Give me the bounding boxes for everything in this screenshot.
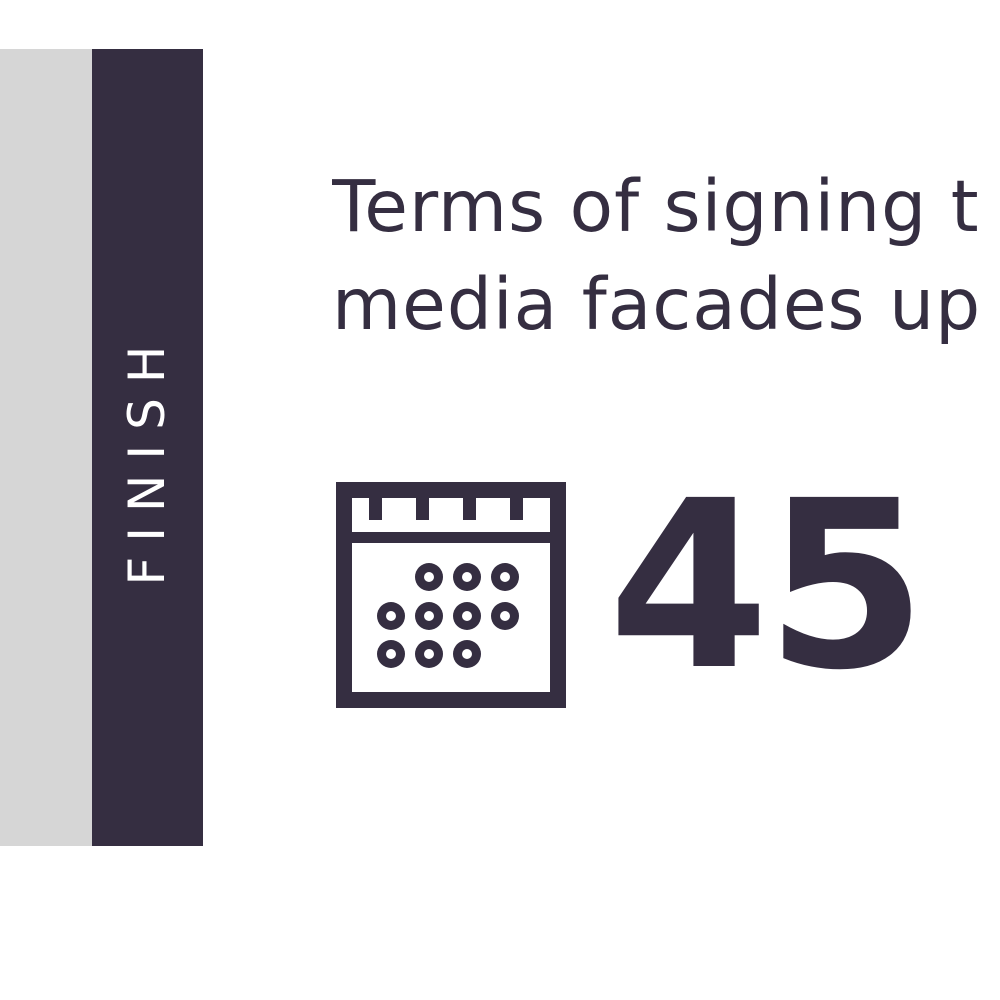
heading-line-1: Terms of signing t [332,165,980,248]
heading-line-2: media facades up [332,263,982,346]
finish-label: FINISH [118,330,176,586]
calendar-icon [336,482,566,708]
finish-band [92,49,203,846]
grey-side-strip [0,49,92,846]
duration-value: 45 – [608,470,1000,702]
page-heading: Terms of signing t media facades up [332,158,1000,354]
